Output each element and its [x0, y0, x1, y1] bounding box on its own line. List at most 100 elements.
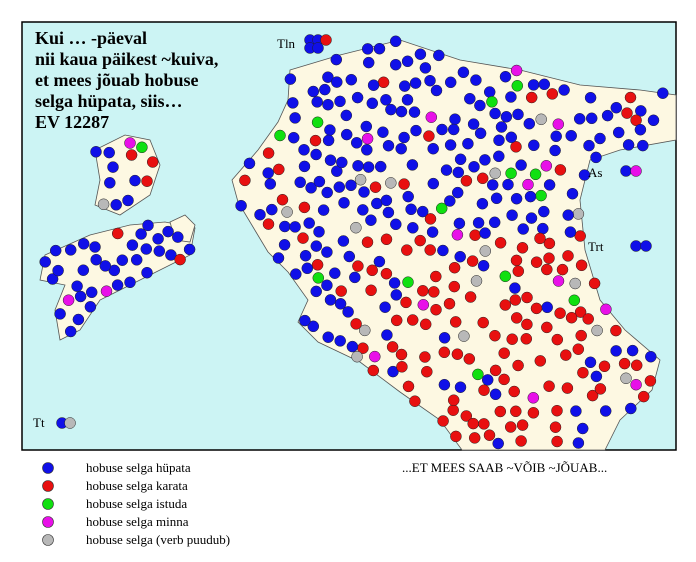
dot: [538, 205, 550, 218]
dot: [272, 252, 285, 264]
dot: [489, 107, 501, 120]
dot: [281, 206, 293, 218]
dot: [537, 222, 549, 235]
dot: [562, 250, 574, 262]
dot: [573, 113, 586, 125]
dot: [464, 92, 476, 105]
dot: [618, 357, 631, 370]
dot: [324, 154, 337, 166]
dot: [564, 226, 577, 238]
dot: [527, 392, 540, 404]
dot: [479, 227, 491, 239]
legend-label: hobuse selga karata: [86, 478, 188, 493]
dot: [551, 333, 564, 346]
dot: [386, 341, 399, 353]
dot: [509, 282, 521, 294]
dot: [116, 254, 129, 266]
dot: [508, 385, 520, 398]
dot: [49, 244, 62, 257]
dot: [125, 149, 138, 161]
dot: [598, 360, 611, 373]
dot: [452, 166, 465, 179]
dot: [77, 238, 90, 250]
dot: [379, 301, 391, 313]
dot: [395, 142, 407, 155]
dot: [390, 314, 403, 327]
dot: [427, 177, 440, 190]
dot: [560, 349, 572, 361]
dot: [77, 264, 90, 276]
dot: [428, 286, 440, 298]
dot: [361, 144, 373, 156]
dot: [398, 80, 411, 92]
dot: [630, 359, 643, 372]
dot: [174, 253, 186, 266]
dot: [600, 303, 612, 316]
dot: [377, 76, 390, 89]
dot: [152, 233, 164, 245]
dot: [586, 389, 599, 402]
dot: [529, 168, 542, 181]
dot: [303, 217, 315, 229]
dot: [584, 91, 597, 104]
dot: [362, 56, 375, 69]
dot: [463, 353, 476, 365]
dot: [374, 160, 387, 173]
dot: [264, 178, 277, 190]
dot: [488, 216, 501, 229]
dot: [317, 204, 330, 216]
dot: [541, 301, 553, 314]
dot: [390, 289, 403, 301]
dot: [644, 375, 657, 387]
dot: [450, 430, 462, 443]
dot: [380, 94, 392, 106]
dot: [538, 78, 551, 91]
dot: [380, 267, 393, 280]
dot: [371, 197, 383, 210]
dot: [335, 285, 347, 297]
dot: [324, 294, 337, 306]
dot: [522, 178, 534, 191]
title-line: Kui … -päeval: [35, 28, 147, 48]
dot: [311, 96, 323, 108]
dot: [454, 153, 467, 166]
dot: [254, 208, 266, 221]
dot: [419, 351, 431, 363]
dot: [111, 227, 124, 240]
dot: [499, 299, 512, 311]
dot: [552, 118, 565, 130]
dot: [360, 120, 373, 133]
dot: [398, 131, 410, 144]
dot: [515, 159, 527, 171]
dot: [576, 422, 589, 435]
dot: [337, 235, 350, 247]
dot: [472, 217, 485, 229]
dot: [284, 73, 297, 85]
dot: [366, 97, 379, 110]
dot: [470, 275, 483, 287]
dot: [505, 91, 517, 103]
dot: [524, 190, 537, 203]
dot: [352, 260, 364, 272]
dot: [262, 218, 275, 230]
dot: [395, 105, 408, 118]
dot: [458, 330, 470, 342]
dot: [349, 271, 361, 284]
dot: [630, 378, 642, 391]
dot: [312, 272, 325, 284]
legend-label: hobuse selga minna: [86, 514, 189, 529]
dot: [424, 74, 436, 87]
dot: [274, 129, 286, 142]
dot: [454, 250, 466, 263]
dot: [477, 316, 489, 329]
dot: [535, 189, 547, 202]
dot: [401, 55, 414, 68]
dot: [321, 279, 333, 292]
dot: [351, 350, 363, 363]
dot: [338, 197, 350, 209]
dot: [367, 364, 380, 377]
dot: [90, 146, 102, 158]
dot: [635, 105, 647, 117]
dot: [146, 156, 159, 168]
dot: [437, 244, 449, 257]
